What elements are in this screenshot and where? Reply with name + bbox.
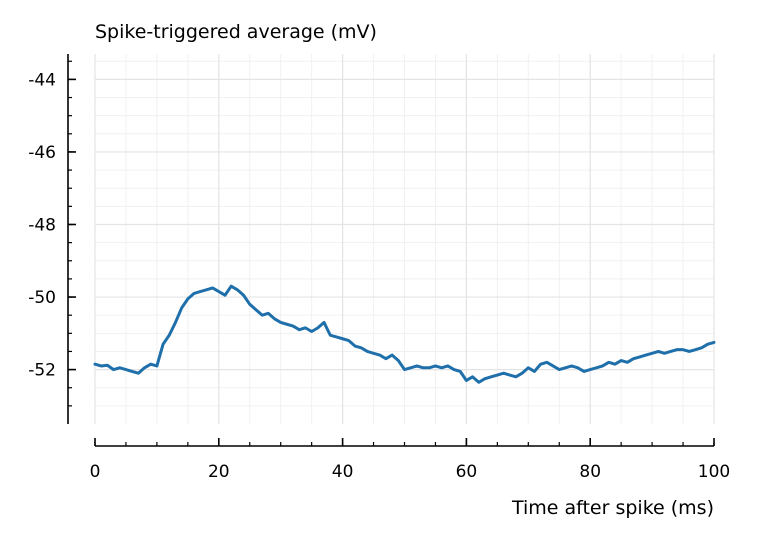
x-axis: 0 20 40 60 80 100 <box>90 438 730 482</box>
x-axis-title: Time after spike (ms) <box>511 497 714 519</box>
y-tick-label: -46 <box>28 143 56 163</box>
x-tick-label: 60 <box>456 462 478 482</box>
y-tick-label: -52 <box>28 361 56 381</box>
y-axis: -44 -46 -48 -50 -52 <box>28 54 76 424</box>
series-line <box>93 284 716 384</box>
y-tick-label: -44 <box>28 70 56 90</box>
y-tick-label: -50 <box>28 288 56 308</box>
chart-title: Spike-triggered average (mV) <box>95 21 377 43</box>
x-tick-label: 20 <box>208 462 230 482</box>
x-tick-label: 40 <box>332 462 354 482</box>
x-tick-label: 0 <box>90 462 101 482</box>
x-tick-label: 80 <box>579 462 601 482</box>
y-tick-label: -48 <box>28 215 56 235</box>
major-grid <box>94 54 715 424</box>
x-tick-label: 100 <box>698 462 730 482</box>
